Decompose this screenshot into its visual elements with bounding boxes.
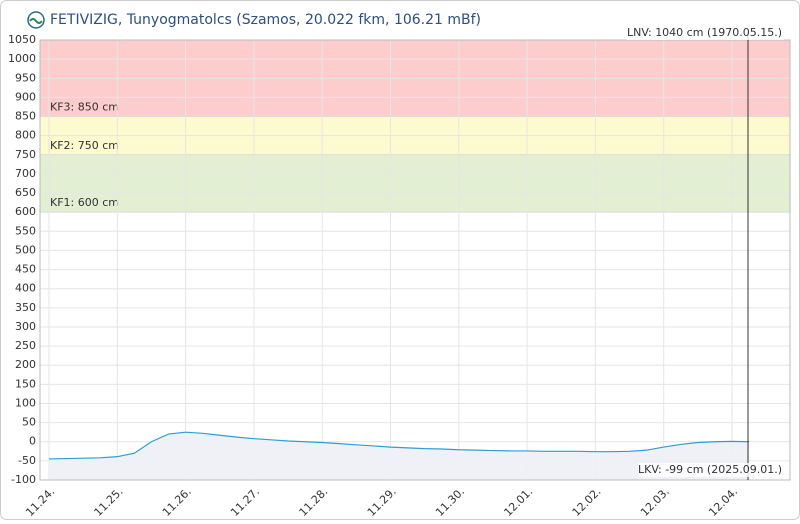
area — [49, 432, 750, 480]
y-tick-label: -100 — [11, 473, 36, 486]
y-tick-label: 850 — [15, 110, 36, 123]
threshold-label: KF1: 600 cm — [50, 196, 119, 209]
y-tick-label: 750 — [15, 148, 36, 161]
y-tick-label: 100 — [15, 396, 36, 409]
y-tick-label: 200 — [15, 358, 36, 371]
y-tick-label: 600 — [15, 205, 36, 218]
y-tick-label: 450 — [15, 263, 36, 276]
annotation: LNV: 1040 cm (1970.05.15.) — [627, 26, 782, 39]
y-tick-label: 350 — [15, 301, 36, 314]
annotation: LKV: -99 cm (2025.09.01.) — [638, 463, 782, 476]
line — [48, 431, 750, 460]
annotation-bg — [638, 463, 786, 477]
y-tick-label: 150 — [15, 377, 36, 390]
y-tick-label: 900 — [15, 90, 36, 103]
plot-border — [39, 39, 791, 481]
y-tick-label: 400 — [15, 282, 36, 295]
threshold-label: KF2: 750 cm — [50, 139, 119, 152]
y-tick-label: 250 — [15, 339, 36, 352]
y-tick-label: 300 — [15, 320, 36, 333]
y-tick-label: 500 — [15, 243, 36, 256]
threshold-band — [40, 154, 790, 213]
y-tick-label: 1000 — [8, 52, 36, 65]
y-tick-label: 700 — [15, 167, 36, 180]
annotation-bg — [626, 27, 784, 40]
y-tick-label: 1050 — [8, 33, 36, 46]
logo — [27, 11, 45, 29]
y-tick-label: 950 — [15, 71, 36, 84]
y-tick-label: -50 — [18, 454, 36, 467]
y-tick-label: 650 — [15, 186, 36, 199]
y-tick-label: 50 — [22, 416, 36, 429]
y-tick-label: 800 — [15, 129, 36, 142]
y-tick-label: 550 — [15, 224, 36, 237]
y-tick-label: 0 — [29, 435, 36, 448]
chart-title: FETIVIZIG, Tunyogmatolcs (Szamos, 20.022… — [50, 12, 481, 28]
threshold-label: KF3: 850 cm — [50, 101, 119, 114]
